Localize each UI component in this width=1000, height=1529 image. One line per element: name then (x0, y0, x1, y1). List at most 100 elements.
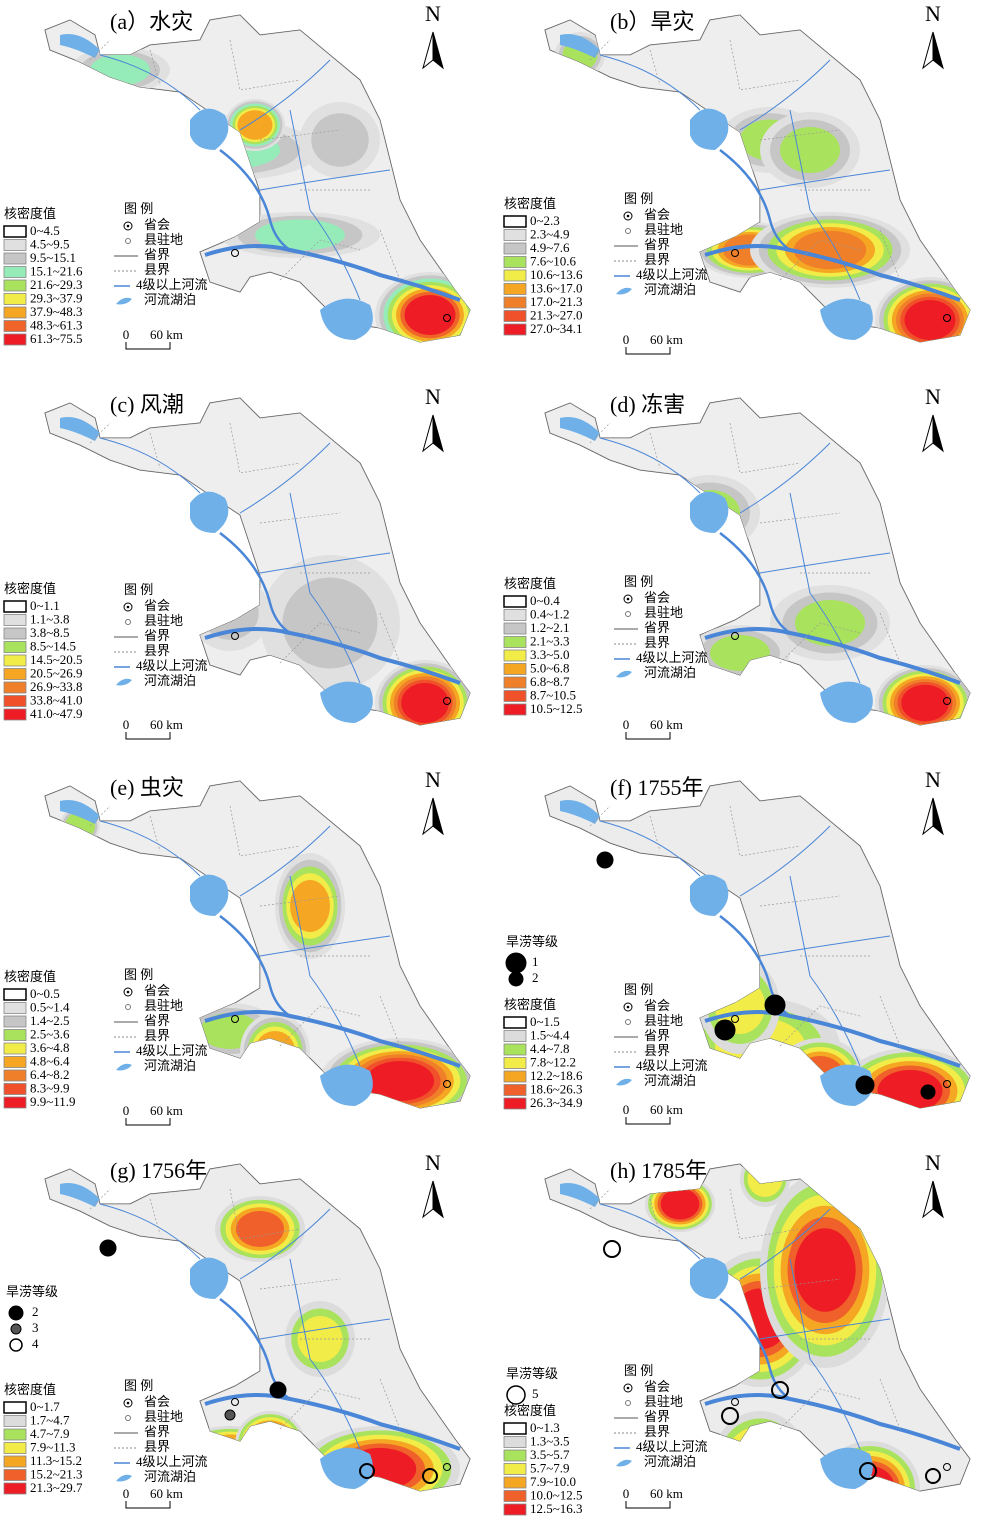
river (99, 1203, 391, 1450)
flood-site (224, 1409, 236, 1421)
density-legend-label: 12.2~18.6 (530, 1068, 583, 1083)
capital-marker (731, 1015, 739, 1023)
scale-label: 0 (623, 332, 630, 347)
legend-icon (125, 619, 131, 625)
density-zone (237, 110, 273, 140)
density-swatch (503, 229, 527, 241)
density-legend-label: 41.0~47.9 (30, 706, 83, 721)
legend-label: 河流湖泊 (144, 292, 196, 307)
density-swatch (503, 256, 527, 268)
density-legend-label: 3.5~5.7 (530, 1447, 570, 1462)
river (719, 149, 791, 252)
density-legend-title: 核密度值 (4, 581, 56, 596)
panel-title: (f) 1755年 (610, 775, 703, 800)
river (704, 244, 961, 302)
scale-bar (125, 1118, 171, 1126)
legend-label: 县界 (144, 1439, 170, 1454)
panel-title: (g) 1756年 (110, 1158, 207, 1183)
density-zone (710, 635, 770, 671)
legend-icon (625, 611, 631, 617)
river (599, 820, 891, 1067)
density-zone (728, 1433, 792, 1491)
density-swatch (3, 252, 27, 265)
density-legend-label: 21.6~29.3 (30, 277, 83, 292)
lake (820, 1064, 873, 1106)
legend-title: 图 例 (624, 191, 653, 206)
density-zone (734, 1441, 786, 1491)
density-legend-label: 2.3~4.9 (530, 226, 570, 241)
river (599, 54, 891, 301)
scale-label: 0 (123, 1486, 130, 1501)
north-arrow (932, 31, 944, 70)
density-surface (45, 15, 470, 342)
north-arrow (922, 1180, 934, 1219)
legend-icon (625, 1400, 631, 1406)
north-label: N (925, 384, 941, 409)
density-swatch (3, 1042, 27, 1055)
density-legend-label: 18.6~26.3 (530, 1081, 583, 1096)
density-legend-label: 13.6~17.0 (530, 280, 583, 295)
panel-title: (b）旱灾 (610, 9, 694, 34)
legend-icon (626, 1005, 630, 1009)
density-legend-label: 17.0~21.3 (530, 294, 583, 309)
north-label: N (425, 767, 441, 792)
density-surface (45, 398, 470, 725)
density-legend-label: 1.1~3.8 (30, 611, 70, 626)
density-surface (45, 781, 470, 1108)
density-swatch (3, 1428, 27, 1441)
scale-label: 60 km (150, 1103, 183, 1118)
legend-label: 省界 (644, 237, 670, 252)
density-legend-label: 1.4~2.5 (30, 1013, 70, 1028)
density-zone (780, 127, 840, 173)
legend-label: 省界 (144, 628, 170, 643)
scale-label: 0 (123, 327, 130, 342)
density-swatch (3, 1482, 27, 1495)
density-swatch (503, 1490, 527, 1502)
legend-label: 县界 (144, 643, 170, 658)
density-legend-label: 14.5~20.5 (30, 652, 83, 667)
legend-label: 省界 (644, 620, 670, 635)
density-swatch (503, 622, 527, 635)
density-zone (710, 1411, 810, 1491)
legend-label: 县驻地 (644, 1013, 683, 1028)
lake (690, 1257, 729, 1299)
scale-bar (625, 732, 671, 740)
north-label: N (425, 1150, 441, 1175)
density-swatch (3, 1015, 27, 1028)
legend-label: 河流湖泊 (644, 665, 696, 680)
density-swatch (3, 1096, 27, 1109)
legend-title: 图 例 (124, 201, 153, 216)
density-legend-title: 核密度值 (504, 576, 556, 591)
flood-legend-label: 5 (532, 1386, 539, 1401)
lake (320, 681, 373, 723)
north-arrow (422, 414, 434, 453)
background-density (45, 1164, 470, 1491)
density-zone (747, 1164, 783, 1197)
density-legend-title: 核密度值 (4, 1382, 56, 1397)
flood-site (269, 1381, 287, 1399)
legend-icon (625, 228, 631, 234)
legend-label: 河流湖泊 (144, 1469, 196, 1484)
density-swatch (503, 1084, 527, 1096)
river (599, 1203, 891, 1450)
density-legend-label: 4.7~7.9 (30, 1426, 70, 1441)
flood-legend-symbol (506, 1385, 526, 1405)
legend-icon (623, 594, 633, 604)
density-legend-label: 11.3~15.2 (30, 1453, 82, 1468)
county-lines (589, 422, 901, 664)
legend-icon (623, 1383, 633, 1393)
legend-label: 县驻地 (144, 613, 183, 628)
river (99, 54, 391, 301)
river (204, 1010, 461, 1068)
density-zone (290, 880, 330, 932)
legend-icon (125, 238, 131, 244)
density-legend-label: 0~0.4 (530, 593, 560, 608)
map-panel: (a）水灾 N核密度值0~4.54.5~9.59.5~15.115.1~21.62… (3, 1, 471, 350)
lake (560, 417, 600, 441)
density-legend-label: 1.5~4.4 (530, 1027, 570, 1042)
density-swatch (3, 1442, 27, 1454)
legend-icon (123, 602, 133, 612)
legend-label: 4级以上河流 (636, 1439, 708, 1454)
density-swatch (3, 641, 27, 653)
density-zone (794, 1228, 856, 1312)
